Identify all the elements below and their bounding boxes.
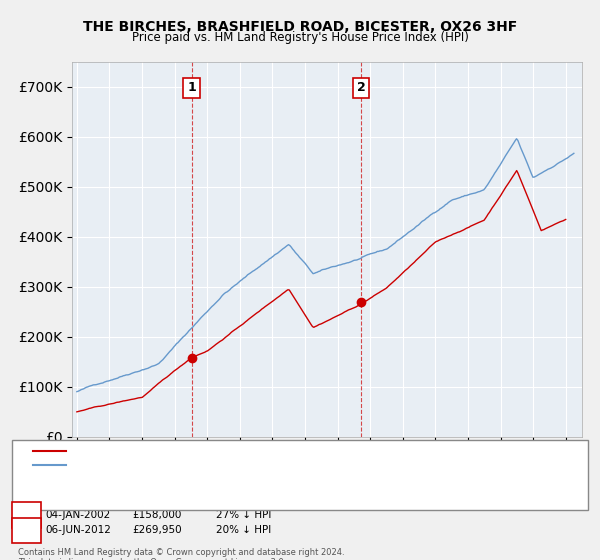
- Text: 2: 2: [357, 81, 365, 95]
- Text: 04-JAN-2002: 04-JAN-2002: [45, 510, 110, 520]
- Text: THE BIRCHES, BRASHFIELD ROAD, BICESTER, OX26 3HF: THE BIRCHES, BRASHFIELD ROAD, BICESTER, …: [83, 20, 517, 34]
- Text: 2: 2: [22, 524, 31, 537]
- Text: HPI: Average price, detached house, Cherwell: HPI: Average price, detached house, Cher…: [69, 460, 292, 470]
- Text: 06-JUN-2012: 06-JUN-2012: [45, 525, 111, 535]
- Text: 20% ↓ HPI: 20% ↓ HPI: [216, 525, 271, 535]
- Text: Price paid vs. HM Land Registry's House Price Index (HPI): Price paid vs. HM Land Registry's House …: [131, 31, 469, 44]
- Text: 1: 1: [22, 508, 31, 521]
- Text: 1: 1: [187, 81, 196, 95]
- Text: £269,950: £269,950: [132, 525, 182, 535]
- Text: 27% ↓ HPI: 27% ↓ HPI: [216, 510, 271, 520]
- Text: Contains HM Land Registry data © Crown copyright and database right 2024.
This d: Contains HM Land Registry data © Crown c…: [18, 548, 344, 560]
- Text: THE BIRCHES, BRASHFIELD ROAD, BICESTER,  OX26 3HF (detached house): THE BIRCHES, BRASHFIELD ROAD, BICESTER, …: [69, 446, 433, 456]
- Text: £158,000: £158,000: [132, 510, 181, 520]
